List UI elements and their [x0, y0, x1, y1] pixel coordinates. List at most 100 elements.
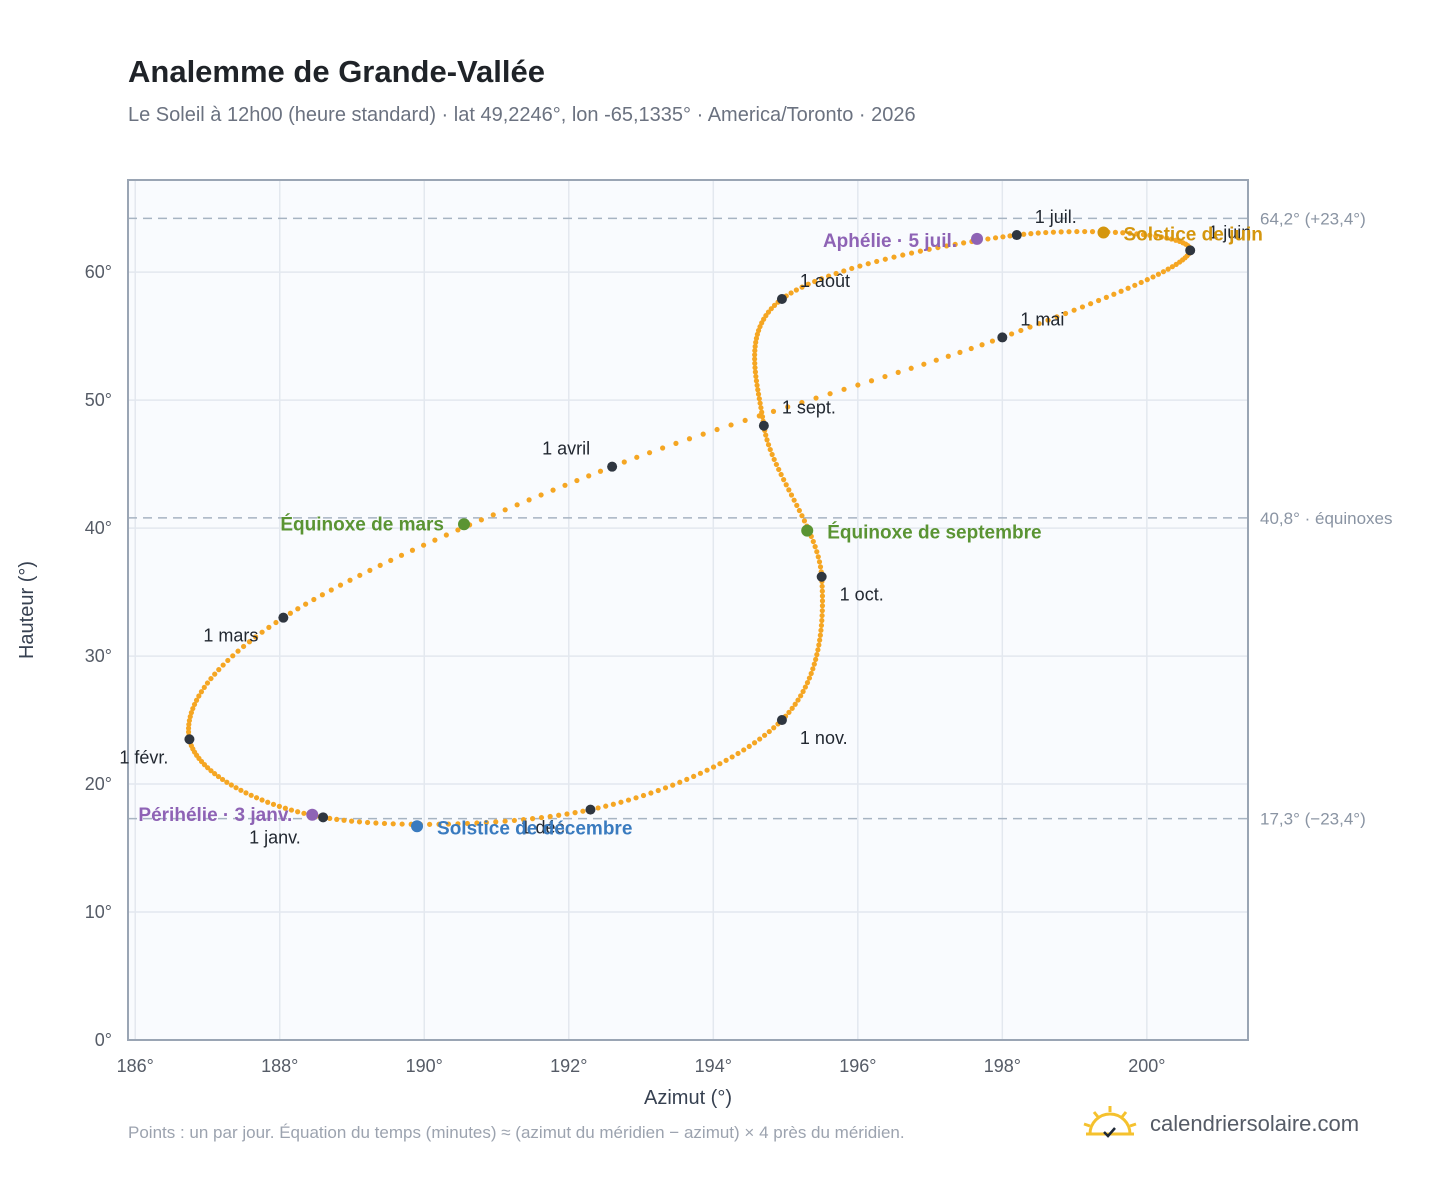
- daily-point: [621, 459, 627, 465]
- daily-point: [752, 343, 758, 350]
- daily-point: [572, 810, 578, 816]
- daily-point: [961, 240, 967, 246]
- daily-point: [691, 773, 697, 779]
- daily-point: [547, 813, 553, 820]
- daily-point: [526, 497, 532, 503]
- daily-point: [945, 353, 951, 359]
- month-point: [318, 812, 329, 823]
- reference-line-label: 40,8° · équinoxes: [1260, 509, 1393, 528]
- daily-point: [610, 801, 616, 807]
- daily-point: [216, 667, 222, 673]
- daily-point: [763, 432, 769, 438]
- daily-point: [538, 814, 545, 821]
- daily-point: [808, 670, 814, 677]
- daily-point: [399, 821, 405, 827]
- daily-point: [586, 473, 592, 479]
- daily-point: [752, 360, 758, 366]
- daily-point: [1125, 285, 1131, 291]
- daily-point: [1088, 301, 1094, 307]
- daily-point: [952, 241, 958, 247]
- daily-point: [989, 338, 996, 344]
- daily-point: [648, 790, 654, 796]
- daily-point: [799, 513, 805, 519]
- reference-lines: 64,2° (+23,4°) 40,8° · équinoxes 17,3° (−2…: [128, 209, 1393, 829]
- daily-point: [714, 426, 720, 433]
- month-point: [278, 612, 289, 623]
- x-tick-label: 198°: [984, 1056, 1021, 1076]
- daily-point: [215, 773, 222, 780]
- daily-point: [388, 557, 394, 563]
- daily-point: [633, 795, 639, 801]
- daily-point: [1096, 297, 1102, 304]
- sun-check-icon: [1083, 1106, 1137, 1138]
- daily-point: [746, 743, 752, 749]
- x-axis-ticks: 186° 188° 190° 192° 194° 196° 198° 200°: [117, 1056, 1166, 1076]
- daily-point: [759, 414, 766, 420]
- daily-point: [377, 562, 383, 568]
- daily-point: [802, 684, 808, 690]
- daily-point: [201, 684, 207, 691]
- daily-point: [443, 532, 449, 538]
- daily-point: [816, 642, 822, 648]
- daily-point: [238, 787, 244, 793]
- daily-point: [812, 278, 818, 285]
- daily-point: [1150, 274, 1156, 280]
- daily-point: [804, 680, 811, 686]
- daily-point: [225, 657, 231, 664]
- daily-point: [347, 577, 353, 583]
- daily-point: [806, 675, 813, 681]
- daily-point: [186, 717, 193, 724]
- daily-point: [1160, 269, 1167, 275]
- month-label: 1 juin: [1208, 222, 1251, 242]
- daily-point: [287, 610, 293, 616]
- month-point: [816, 571, 827, 582]
- reference-line-label: 64,2° (+23,4°): [1260, 209, 1366, 228]
- daily-point: [1164, 235, 1170, 241]
- x-tick-label: 200°: [1128, 1056, 1165, 1076]
- daily-point: [697, 770, 704, 776]
- month-label: 1 juil.: [1035, 207, 1077, 227]
- daily-point: [788, 290, 794, 296]
- daily-point: [1058, 229, 1064, 235]
- daily-point: [288, 807, 295, 813]
- daily-point: [334, 816, 340, 823]
- event-points: Périhélie · 3 janv. Équinoxe de mars Solst…: [138, 224, 1262, 839]
- daily-point: [1036, 320, 1042, 327]
- daily-point: [841, 268, 847, 274]
- daily-point: [819, 603, 826, 609]
- daily-point: [1082, 228, 1088, 235]
- daily-point: [805, 281, 811, 287]
- daily-point: [187, 714, 193, 720]
- daily-point: [771, 725, 777, 731]
- daily-point: [908, 365, 914, 371]
- daily-point: [574, 477, 580, 484]
- daily-point: [204, 680, 211, 686]
- daily-point: [786, 709, 792, 715]
- x-tick-label: 194°: [695, 1056, 732, 1076]
- daily-point: [754, 382, 760, 388]
- daily-point: [819, 598, 826, 604]
- daily-point: [874, 258, 880, 265]
- daily-point: [295, 606, 301, 612]
- daily-point: [781, 477, 787, 483]
- daily-point: [253, 795, 260, 801]
- daily-point: [301, 810, 307, 816]
- daily-point: [1050, 229, 1057, 235]
- daily-point: [212, 671, 218, 677]
- daily-point: [1066, 229, 1072, 235]
- x-tick-label: 196°: [839, 1056, 876, 1076]
- daily-point: [798, 693, 804, 699]
- daily-point: [944, 243, 950, 249]
- daily-point: [684, 776, 690, 782]
- daily-point: [364, 819, 371, 826]
- daily-point: [185, 725, 192, 731]
- daily-point: [979, 342, 985, 348]
- month-label: 1 août: [800, 271, 850, 291]
- daily-point: [819, 608, 825, 614]
- daily-point: [1054, 314, 1060, 320]
- y-tick-label: 30°: [85, 646, 112, 666]
- daily-point: [483, 819, 489, 826]
- chart-title: Analemme de Grande-Vallée: [128, 54, 545, 89]
- daily-point: [992, 235, 999, 241]
- month-label: 1 janv.: [249, 827, 301, 847]
